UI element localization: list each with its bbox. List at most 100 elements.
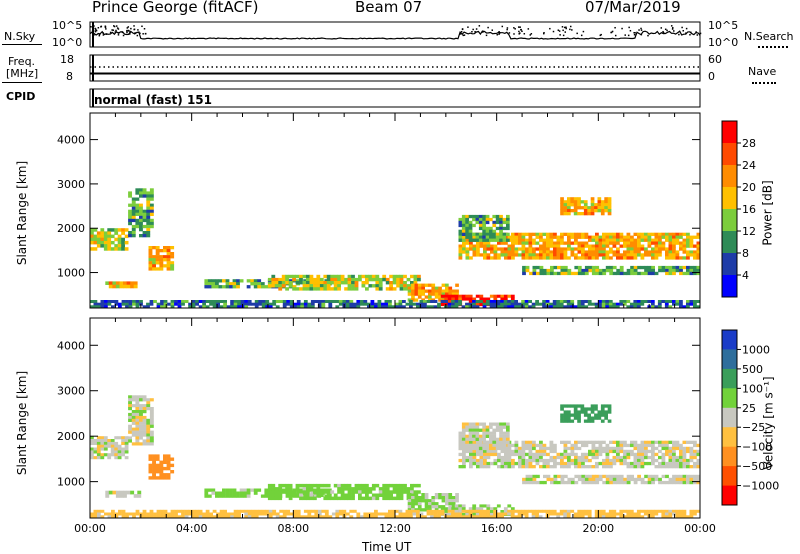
velocity-cell-0 xyxy=(114,456,119,460)
nsearch-point xyxy=(561,26,564,28)
velocity-cell-10 xyxy=(591,477,596,482)
velocity-cell-7 xyxy=(489,510,494,514)
velocity-cell-8 xyxy=(626,465,631,469)
velocity-cell-12 xyxy=(598,509,603,513)
nsearch-point xyxy=(569,25,572,28)
power-cell-8 xyxy=(626,241,631,245)
velocity-cell-10 xyxy=(672,477,676,482)
velocity-cell-8 xyxy=(616,449,620,454)
power-cell-5 xyxy=(271,281,276,285)
velocity-cell-12 xyxy=(142,515,147,519)
velocity-cell-8 xyxy=(633,446,638,451)
velocity-cell-8 xyxy=(637,443,641,448)
power-cell-12 xyxy=(356,302,361,306)
velocity-cell-11 xyxy=(607,419,612,423)
velocity-cell-9 xyxy=(485,446,490,451)
power-cell-8 xyxy=(553,244,557,248)
velocity-cell-12 xyxy=(163,515,168,519)
velocity-cell-1 xyxy=(149,442,154,446)
power-cell-7 xyxy=(468,300,473,304)
velocity-cell-8 xyxy=(500,449,505,454)
velocity-cell-12 xyxy=(531,515,536,519)
power-cell-10 xyxy=(672,268,676,273)
power-cell-8 xyxy=(567,241,571,245)
velocity-cell-2 xyxy=(148,457,153,461)
velocity-cell-10 xyxy=(686,474,690,479)
nsearch-point xyxy=(523,32,526,35)
power-cell-12 xyxy=(349,300,354,303)
power-cell-1 xyxy=(135,221,140,226)
velocity-cell-9 xyxy=(475,443,480,448)
power-cell-4 xyxy=(211,282,216,286)
velocity-cell-8 xyxy=(591,446,596,451)
velocity-cell-0 xyxy=(117,444,122,448)
velocity-cell-0 xyxy=(100,441,105,445)
power-cell-5 xyxy=(351,287,355,291)
power-cell-5 xyxy=(375,281,380,285)
velocity-cell-5 xyxy=(399,490,404,494)
velocity-cell-8 xyxy=(637,458,641,463)
velocity-cell-1 xyxy=(131,398,136,402)
velocity-cell-5 xyxy=(302,490,307,494)
power-cell-8 xyxy=(696,244,701,248)
velocity-cell-12 xyxy=(661,512,666,516)
power-cell-2 xyxy=(166,252,171,256)
velocity-cell-1 xyxy=(139,421,143,425)
power-cell-8 xyxy=(549,253,554,257)
power-cell-10 xyxy=(522,265,526,270)
velocity-cell-0 xyxy=(100,447,105,451)
velocity-cell-3 xyxy=(137,494,142,498)
velocity-cell-8 xyxy=(675,458,680,463)
velocity-cell-8 xyxy=(574,446,578,451)
power-cell-10 xyxy=(693,268,697,273)
power-cell-5 xyxy=(333,284,338,288)
velocity-cell-8 xyxy=(616,446,620,451)
power-cell-5 xyxy=(354,281,359,285)
velocity-cell-12 xyxy=(198,515,203,519)
velocity-cell-8 xyxy=(616,443,620,448)
velocity-cell-12 xyxy=(573,515,578,519)
velocity-cell-12 xyxy=(594,515,599,519)
power-cell-5 xyxy=(347,287,352,291)
power-cell-0 xyxy=(96,234,101,239)
velocity-cell-12 xyxy=(93,509,98,513)
velocity-cell-8 xyxy=(472,440,477,444)
velocity-cell-8 xyxy=(577,446,582,451)
velocity-cell-12 xyxy=(693,509,697,513)
velocity-cell-8 xyxy=(574,461,578,466)
nsearch-point xyxy=(660,27,663,29)
velocity-cell-8 xyxy=(518,452,522,457)
velocity-cell-1 xyxy=(139,398,143,402)
velocity-cell-8 xyxy=(483,458,487,463)
power-cell-8 xyxy=(591,238,596,242)
power-cell-9 xyxy=(499,235,503,239)
velocity-cell-12 xyxy=(230,515,234,519)
power-cell-9 xyxy=(499,229,503,233)
power-cell-0 xyxy=(110,240,115,245)
power-cell-8 xyxy=(535,253,540,257)
power-cell-5 xyxy=(385,277,390,282)
velocity-cell-11 xyxy=(577,416,581,420)
power-cell-10 xyxy=(665,265,669,270)
power-cell-12 xyxy=(395,305,399,309)
velocity-cell-12 xyxy=(416,515,420,519)
power-cell-2 xyxy=(155,267,160,271)
velocity-cell-8 xyxy=(609,449,613,454)
velocity-cell-8 xyxy=(612,461,617,466)
power-cell-12 xyxy=(426,305,431,309)
velocity-cell-8 xyxy=(465,449,470,454)
power-cell-12 xyxy=(160,305,164,309)
power-cell-4 xyxy=(257,285,262,289)
nsearch-point xyxy=(475,28,478,30)
velocity-cell-1 xyxy=(146,433,151,437)
nsearch-point xyxy=(681,26,683,29)
nsearch-point xyxy=(647,34,649,37)
power-cell-0 xyxy=(93,228,98,232)
velocity-cell-12 xyxy=(219,515,224,519)
velocity-cell-8 xyxy=(518,455,522,460)
power-cell-12 xyxy=(482,302,487,306)
nsearch-point xyxy=(97,32,99,35)
power-cell-8 xyxy=(644,238,648,242)
power-cell-1 xyxy=(135,191,140,195)
velocity-cell-5 xyxy=(313,496,317,501)
